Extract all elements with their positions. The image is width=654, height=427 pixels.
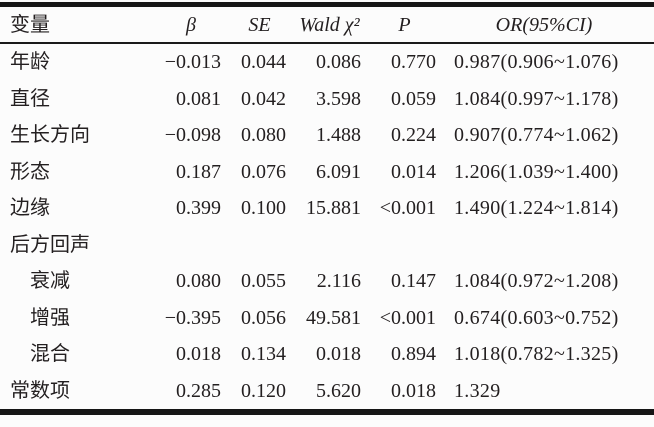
cell-or: 1.018(0.782~1.325): [454, 343, 619, 366]
cell-beta: 0.399: [176, 197, 221, 220]
cell-wald: 2.116: [316, 270, 361, 293]
cell-p: 0.770: [391, 51, 436, 74]
cell-wald: 5.620: [316, 379, 361, 402]
cell-or: 0.674(0.603~0.752): [454, 306, 619, 329]
table-bottom-rule: [0, 409, 654, 415]
row-label: 增强: [30, 306, 70, 329]
row-label: 常数项: [10, 379, 70, 402]
cell-p: 0.147: [391, 270, 436, 293]
cell-or: 0.987(0.906~1.076): [454, 51, 619, 74]
cell-p: 0.224: [391, 124, 436, 147]
cell-se: 0.076: [241, 160, 286, 183]
cell-p: 0.059: [391, 87, 436, 110]
table-row: 边缘 0.399 0.100 15.881 <0.001 1.490(1.224…: [0, 190, 654, 227]
cell-or: 0.907(0.774~1.062): [454, 124, 619, 147]
cell-beta: 0.187: [176, 160, 221, 183]
column-header-or: OR(95%CI): [495, 13, 593, 36]
cell-se: 0.044: [241, 51, 286, 74]
cell-beta: 0.081: [176, 87, 221, 110]
row-label: 边缘: [10, 197, 50, 220]
cell-or: 1.084(0.997~1.178): [454, 87, 619, 110]
column-header-se: SE: [248, 13, 271, 36]
cell-or: 1.490(1.224~1.814): [454, 197, 619, 220]
column-header-wald: Wald χ²: [299, 13, 360, 36]
cell-se: 0.055: [241, 270, 286, 293]
cell-or: 1.084(0.972~1.208): [454, 270, 619, 293]
cell-beta: −0.013: [164, 51, 221, 74]
cell-wald: 3.598: [316, 87, 361, 110]
cell-se: 0.100: [241, 197, 286, 220]
table-top-rule: [0, 2, 654, 7]
cell-p: 0.018: [391, 379, 436, 402]
row-label: 形态: [10, 160, 50, 183]
cell-p: 0.894: [391, 343, 436, 366]
table-header: 变量 β SE Wald χ² P OR(95%CI): [0, 7, 654, 42]
row-label: 衰减: [30, 270, 70, 293]
table-header-rule: [0, 42, 654, 44]
cell-p: <0.001: [379, 306, 436, 329]
cell-p: 0.014: [391, 160, 436, 183]
regression-table: 变量 β SE Wald χ² P OR(95%CI) 年龄 −0.013 0.…: [0, 2, 654, 415]
table-row: 常数项 0.285 0.120 5.620 0.018 1.329: [0, 373, 654, 410]
cell-beta: 0.018: [176, 343, 221, 366]
column-header-beta: β: [186, 13, 196, 36]
row-label: 年龄: [10, 51, 50, 74]
cell-wald: 49.581: [306, 306, 361, 329]
cell-beta: 0.285: [176, 379, 221, 402]
row-label: 直径: [10, 87, 50, 110]
row-label: 后方回声: [10, 233, 90, 256]
table-row: 生长方向 −0.098 0.080 1.488 0.224 0.907(0.77…: [0, 117, 654, 154]
column-header-p: P: [398, 13, 411, 36]
cell-wald: 0.018: [316, 343, 361, 366]
cell-beta: −0.098: [164, 124, 221, 147]
row-label: 混合: [30, 343, 70, 366]
cell-wald: 6.091: [316, 160, 361, 183]
cell-se: 0.042: [241, 87, 286, 110]
cell-beta: −0.395: [164, 306, 221, 329]
table-row-group-header: 后方回声: [0, 227, 654, 264]
table-row: 混合 0.018 0.134 0.018 0.894 1.018(0.782~1…: [0, 336, 654, 373]
cell-or: 1.206(1.039~1.400): [454, 160, 619, 183]
cell-wald: 1.488: [316, 124, 361, 147]
cell-se: 0.080: [241, 124, 286, 147]
cell-p: <0.001: [379, 197, 436, 220]
cell-se: 0.134: [241, 343, 286, 366]
cell-wald: 15.881: [306, 197, 361, 220]
row-label: 生长方向: [10, 124, 90, 147]
table-row: 直径 0.081 0.042 3.598 0.059 1.084(0.997~1…: [0, 81, 654, 118]
table-row: 年龄 −0.013 0.044 0.086 0.770 0.987(0.906~…: [0, 44, 654, 81]
cell-se: 0.056: [241, 306, 286, 329]
table-row: 形态 0.187 0.076 6.091 0.014 1.206(1.039~1…: [0, 154, 654, 191]
cell-wald: 0.086: [316, 51, 361, 74]
cell-beta: 0.080: [176, 270, 221, 293]
table-row: 衰减 0.080 0.055 2.116 0.147 1.084(0.972~1…: [0, 263, 654, 300]
cell-or: 1.329: [454, 379, 501, 402]
column-header-variable: 变量: [10, 13, 50, 36]
table-row: 增强 −0.395 0.056 49.581 <0.001 0.674(0.60…: [0, 300, 654, 337]
cell-se: 0.120: [241, 379, 286, 402]
